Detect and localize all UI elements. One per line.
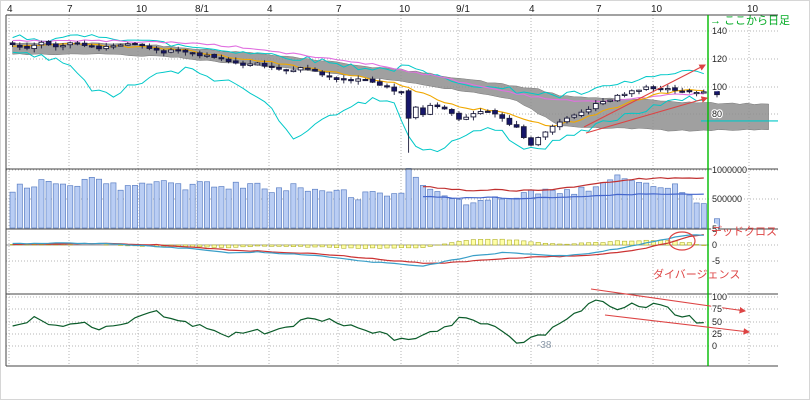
svg-text:50: 50 [712, 317, 722, 327]
svg-text:75: 75 [712, 304, 722, 314]
volume-bars [9, 168, 720, 229]
svg-text:4: 4 [529, 4, 535, 15]
svg-text:500000: 500000 [712, 194, 742, 204]
svg-text:10: 10 [136, 4, 148, 15]
svg-text:7: 7 [336, 4, 342, 15]
svg-text:100: 100 [712, 82, 727, 92]
svg-text:0: 0 [712, 341, 717, 351]
svg-text:4: 4 [267, 4, 273, 15]
svg-text:10: 10 [651, 4, 663, 15]
svg-text:120: 120 [712, 54, 727, 64]
svg-text:80: 80 [712, 109, 722, 119]
svg-text:5: 5 [712, 224, 717, 234]
svg-text:1000000: 1000000 [712, 165, 747, 175]
dead-cross-label: デッドクロス [711, 226, 777, 238]
svg-text:25: 25 [712, 329, 722, 339]
svg-text:9/1: 9/1 [456, 4, 470, 15]
svg-text:0: 0 [712, 223, 717, 233]
svg-text:7: 7 [596, 4, 602, 15]
svg-text:-5: -5 [712, 256, 720, 266]
svg-text:10: 10 [399, 4, 411, 15]
svg-text:10: 10 [747, 4, 759, 15]
svg-text:4: 4 [7, 4, 13, 15]
svg-text:100: 100 [712, 292, 727, 302]
divergence-label: ダイバージェンス [653, 269, 741, 281]
svg-text:8/1: 8/1 [195, 4, 209, 15]
macd-histogram [10, 238, 707, 249]
svg-text:0: 0 [712, 240, 717, 250]
candles [9, 40, 707, 153]
daily-timeframe-note: → ここから日足 [710, 15, 791, 27]
svg-text:140: 140 [712, 26, 727, 36]
svg-text:7: 7 [67, 4, 73, 15]
oscillator-value-label: -38 [537, 340, 552, 351]
